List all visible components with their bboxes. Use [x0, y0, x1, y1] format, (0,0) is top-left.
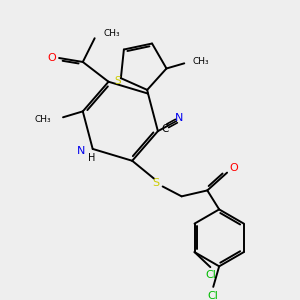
- Text: CH₃: CH₃: [193, 57, 210, 66]
- Text: CH₃: CH₃: [34, 115, 51, 124]
- Text: H: H: [88, 153, 95, 163]
- Text: S: S: [152, 178, 160, 188]
- Text: C: C: [161, 124, 169, 134]
- Text: N: N: [176, 113, 184, 123]
- Text: Cl: Cl: [207, 291, 218, 300]
- Text: O: O: [230, 163, 239, 173]
- Text: O: O: [48, 53, 56, 63]
- Text: Cl: Cl: [206, 270, 217, 280]
- Text: S: S: [115, 76, 122, 86]
- Text: CH₃: CH₃: [103, 29, 120, 38]
- Text: N: N: [76, 146, 85, 156]
